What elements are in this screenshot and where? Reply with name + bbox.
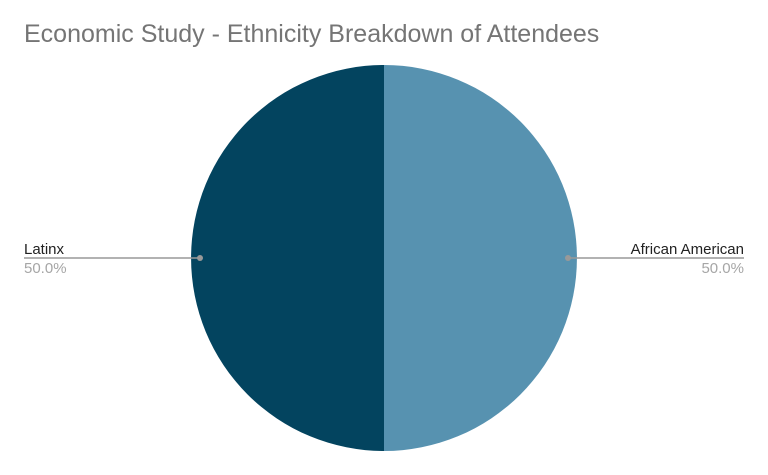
- slice-label-1: Latinx: [24, 241, 65, 258]
- slice-percent-0: 50.0%: [701, 260, 744, 277]
- slice-label-0: African American: [631, 241, 744, 258]
- pie-slice-1: [191, 65, 384, 451]
- leader-dot-1: [197, 255, 203, 261]
- chart-title: Economic Study - Ethnicity Breakdown of …: [24, 20, 600, 48]
- slice-percent-1: 50.0%: [24, 260, 67, 277]
- leader-dot-0: [565, 255, 571, 261]
- pie-slice-0: [384, 65, 577, 451]
